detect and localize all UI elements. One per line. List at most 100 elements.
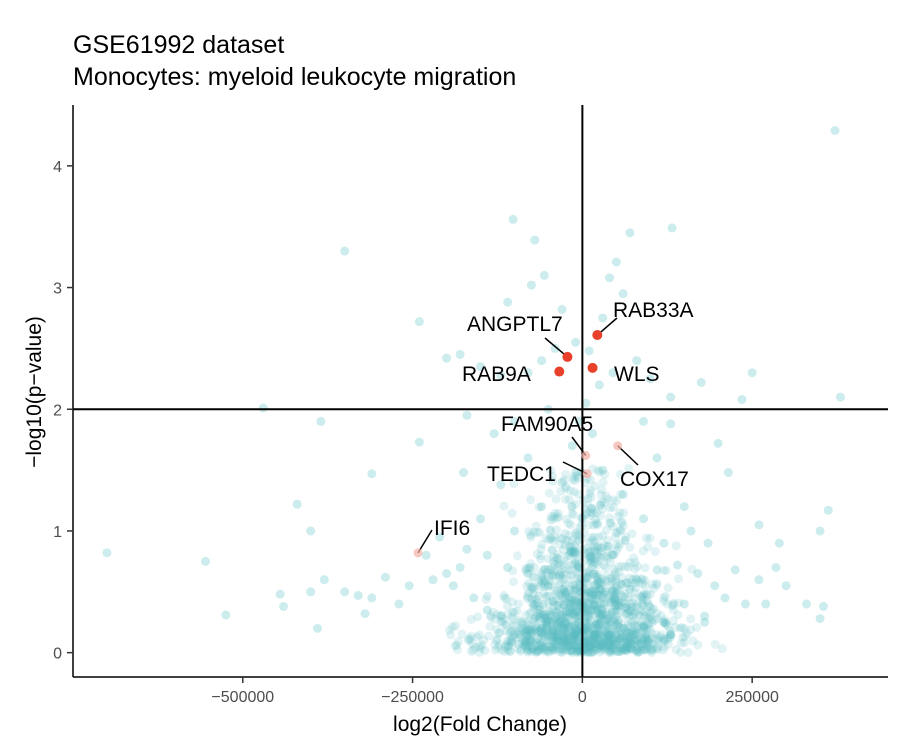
gene-point (570, 629, 580, 639)
gene-point (558, 599, 568, 609)
gene-point (548, 624, 558, 634)
gene-point (473, 612, 483, 622)
gene-point (587, 503, 597, 513)
gene-point (551, 631, 561, 641)
gene-point (640, 612, 650, 622)
gene-point (636, 639, 646, 649)
gene-point (549, 623, 559, 633)
gene-point (637, 634, 647, 644)
gene-point (556, 560, 566, 570)
gene-point (587, 611, 597, 621)
gene-point (459, 468, 469, 478)
gene-point (620, 618, 630, 628)
gene-point (553, 509, 563, 519)
y-tick-label: 0 (53, 646, 62, 663)
gene-point (622, 603, 632, 613)
gene-point (606, 594, 616, 604)
gene-point (542, 638, 552, 648)
gene-point (574, 613, 584, 623)
gene-point (603, 641, 613, 651)
gene-point (564, 593, 574, 603)
gene-point (535, 637, 545, 647)
gene-point (450, 621, 460, 631)
gene-point (630, 620, 640, 630)
gene-point (508, 629, 518, 639)
gene-point (572, 638, 582, 648)
gene-point (572, 471, 582, 481)
gene-point (594, 576, 604, 586)
gene-point (547, 570, 557, 580)
gene-point (526, 559, 536, 569)
gene-point (652, 578, 662, 588)
gene-point (549, 645, 559, 655)
gene-point (642, 590, 652, 600)
gene-point (693, 640, 703, 650)
gene-point (598, 633, 608, 643)
gene-point (545, 646, 555, 656)
gene-point (527, 584, 537, 594)
gene-point (523, 647, 533, 657)
gene-point (595, 617, 605, 627)
gene-point (584, 622, 594, 632)
gene-point (815, 526, 825, 536)
gene-point (561, 587, 571, 597)
gene-point (568, 598, 578, 608)
gene-point (552, 555, 562, 565)
gene-point (598, 641, 608, 651)
gene-point (573, 560, 583, 570)
gene-point (536, 579, 546, 589)
gene-point (527, 627, 537, 637)
gene-point (562, 633, 572, 643)
label-leader-line (617, 445, 639, 466)
gene-point (573, 562, 583, 572)
gene-point (686, 526, 696, 536)
reference-lines (73, 105, 888, 677)
gene-point (623, 608, 633, 618)
gene-point (631, 639, 641, 649)
gene-point (663, 621, 673, 631)
gene-point (493, 642, 503, 652)
gene-point (578, 602, 588, 612)
gene-point (562, 637, 572, 647)
gene-point (539, 610, 549, 620)
gene-point (503, 562, 513, 572)
gene-point (540, 576, 550, 586)
gene-point (589, 634, 599, 644)
gene-point (600, 575, 610, 585)
gene-point (558, 570, 568, 580)
gene-point (554, 614, 564, 624)
gene-point (561, 645, 571, 655)
gene-point (553, 601, 563, 611)
gene-point (667, 223, 677, 233)
gene-point (380, 572, 390, 582)
gene-point (509, 630, 519, 640)
gene-point (624, 463, 634, 473)
gene-point (643, 635, 653, 645)
gene-point (620, 603, 630, 613)
gene-point (634, 647, 644, 657)
gene-point (568, 645, 578, 655)
gene-point (621, 637, 631, 647)
x-tick-label: −250000 (381, 689, 444, 706)
gene-point (542, 616, 552, 626)
gene-point (586, 511, 596, 521)
gene-point (621, 602, 631, 612)
gene-point (549, 615, 559, 625)
gene-point (622, 627, 632, 637)
gene-point (476, 514, 485, 524)
gene-point (618, 637, 628, 647)
gene-point (590, 590, 600, 600)
gene-point (537, 628, 547, 638)
gene-point (659, 565, 669, 575)
gene-point (501, 642, 511, 652)
gene-point (630, 588, 640, 598)
gene-point (548, 644, 558, 654)
gene-point (562, 619, 572, 629)
gene-point (537, 621, 547, 631)
gene-point (567, 589, 577, 599)
gene-point (671, 541, 681, 551)
gene-point (559, 626, 569, 636)
gene-point (474, 630, 484, 640)
gene-point (587, 594, 597, 604)
gene-point (590, 643, 600, 653)
